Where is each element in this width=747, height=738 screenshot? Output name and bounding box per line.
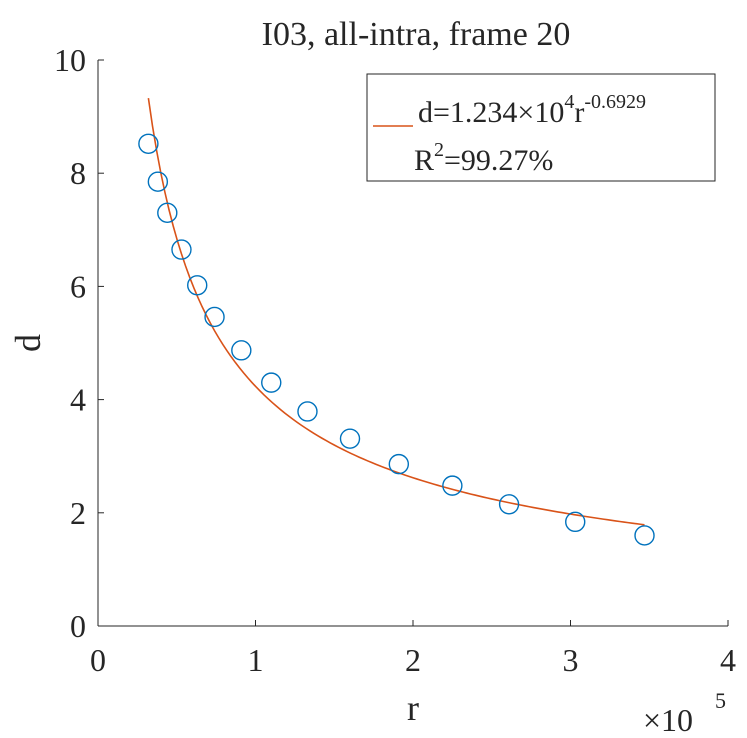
data-point-marker xyxy=(498,494,520,515)
y-tick-label: 2 xyxy=(70,495,86,531)
data-markers xyxy=(138,133,655,546)
y-ticks: 0 2 4 6 8 10 xyxy=(54,42,104,644)
legend-r2-label: R2=99.27% xyxy=(414,139,553,177)
data-point-marker xyxy=(442,475,463,496)
data-point-marker xyxy=(634,525,655,546)
y-tick-label: 8 xyxy=(70,155,86,191)
legend: d=1.234×104r-0.6929 R2=99.27% xyxy=(366,73,716,182)
x-axis-label: r xyxy=(407,688,419,728)
y-axis-label: d xyxy=(8,334,48,352)
data-point-marker xyxy=(147,171,169,192)
data-point-marker xyxy=(231,340,252,361)
x-tick-label: 1 xyxy=(248,642,264,678)
data-point-marker xyxy=(138,133,159,154)
x-tick-label: 0 xyxy=(90,642,106,678)
data-point-marker xyxy=(388,453,410,475)
legend-fit-label: d=1.234×104r-0.6929 xyxy=(418,91,646,129)
data-point-marker xyxy=(171,239,192,260)
data-point-marker xyxy=(339,428,361,449)
data-point-marker xyxy=(187,275,208,296)
x-ticks: 0 1 2 3 4 xyxy=(90,620,736,678)
x-exponent: ×10 5 xyxy=(643,688,726,738)
x-exponent-power: 5 xyxy=(715,688,726,713)
chart-title: I03, all-intra, frame 20 xyxy=(262,16,571,53)
x-tick-label: 2 xyxy=(405,642,421,678)
y-tick-label: 0 xyxy=(70,608,86,644)
data-point-marker xyxy=(565,511,586,533)
plot-area: 0 1 2 3 4 0 2 4 6 8 10 xyxy=(54,42,736,678)
data-point-marker xyxy=(204,306,225,328)
data-point-marker xyxy=(297,401,318,422)
y-tick-label: 4 xyxy=(70,382,86,418)
x-tick-label: 4 xyxy=(720,642,736,678)
legend-box xyxy=(366,73,716,182)
y-tick-label: 6 xyxy=(70,268,86,304)
x-tick-label: 3 xyxy=(563,642,579,678)
data-point-marker xyxy=(157,202,178,224)
x-exponent-base: ×10 xyxy=(643,702,693,738)
data-point-marker xyxy=(261,372,282,393)
fit-curve xyxy=(147,98,645,526)
y-tick-label: 10 xyxy=(54,42,86,78)
